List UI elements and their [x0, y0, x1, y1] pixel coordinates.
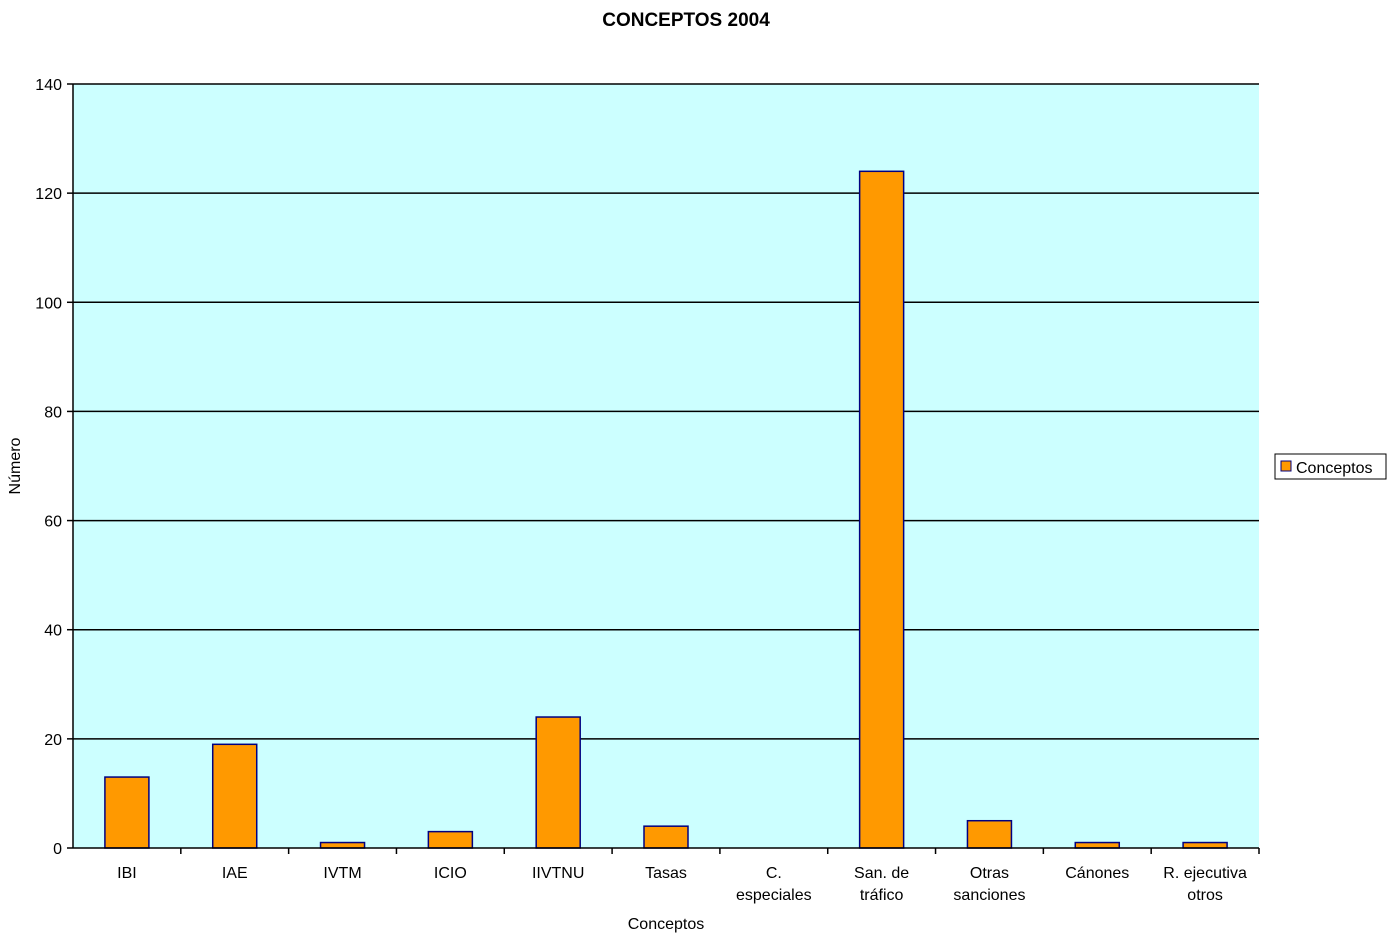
x-tick-label-line-3-0: ICIO	[434, 865, 467, 882]
x-tick-label-line-7-0: San. de	[854, 865, 909, 882]
bar-9	[1074, 841, 1121, 849]
bar-4	[535, 716, 581, 849]
bar-1	[211, 743, 258, 849]
x-tick-label-2: IVTM	[323, 865, 361, 882]
x-tick-label-line-1-0: IAE	[222, 865, 248, 882]
bar-0	[104, 776, 150, 849]
x-tick-label-line-10-1: otros	[1187, 887, 1223, 904]
axes	[67, 83, 1260, 854]
y-axis-label: Número	[7, 437, 24, 494]
x-tick-label-line-0-0: IBI	[117, 865, 137, 882]
bar-5	[643, 825, 689, 849]
x-tick-label-line-6-0: C.	[766, 865, 782, 882]
x-tick-label-line-9-0: Cánones	[1065, 865, 1129, 882]
x-axis-label: Conceptos	[628, 916, 705, 933]
x-tick-label-line-5-0: Tasas	[645, 865, 687, 882]
x-tick-label-4: IIVTNU	[532, 865, 584, 882]
bar-8	[966, 819, 1013, 849]
x-tick-label-line-8-0: Otras	[970, 865, 1009, 882]
x-tick-label-line-2-0: IVTM	[323, 865, 361, 882]
bar-7	[858, 170, 905, 849]
x-tick-label-line-4-0: IIVTNU	[532, 865, 584, 882]
y-tick-label-140: 140	[35, 77, 62, 94]
x-tick-label-7: San. de tráfico	[854, 865, 909, 904]
y-tick-labels: 0 20 40 60 80 100 120 140	[35, 77, 62, 858]
x-tick-label-line-8-1: sanciones	[953, 887, 1025, 904]
x-tick-label-6: C. especiales	[736, 865, 812, 904]
x-tick-label-9: Cánones	[1065, 865, 1129, 882]
plot-area	[73, 84, 1259, 848]
chart-title: CONCEPTOS 2004	[602, 10, 770, 31]
y-tick-label-40: 40	[44, 623, 62, 640]
legend-box	[1274, 453, 1387, 480]
x-tick-label-line-6-1: especiales	[736, 887, 812, 904]
y-tick-label-120: 120	[35, 186, 62, 203]
x-tick-label-line-10-0: R. ejecutiva	[1163, 865, 1247, 882]
x-tick-label-3: ICIO	[434, 865, 467, 882]
legend-swatch	[1280, 460, 1292, 472]
x-tick-label-0: IBI	[117, 865, 137, 882]
bar-10	[1182, 841, 1228, 849]
y-tick-label-0: 0	[53, 841, 62, 858]
bars	[104, 170, 1228, 849]
bar-3	[427, 830, 474, 849]
x-tick-label-1: IAE	[222, 865, 248, 882]
y-tick-label-100: 100	[35, 295, 62, 312]
bar-2	[319, 841, 366, 849]
legend-label-conceptos: Conceptos	[1296, 460, 1373, 477]
y-tick-label-20: 20	[44, 732, 62, 749]
x-tick-label-5: Tasas	[645, 865, 687, 882]
legend: Conceptos	[1274, 453, 1387, 480]
grid-lines	[73, 83, 1259, 740]
x-tick-labels: IBI IAE IVTM ICIO IIVTNU Tasas C. especiales San…	[117, 865, 1247, 904]
y-tick-label-60: 60	[44, 514, 62, 531]
x-tick-label-10: R. ejecutiva otros	[1163, 865, 1247, 904]
x-tick-label-8: Otras sanciones	[953, 865, 1025, 904]
y-tick-label-80: 80	[44, 404, 62, 421]
x-tick-label-line-7-1: tráfico	[860, 887, 904, 904]
